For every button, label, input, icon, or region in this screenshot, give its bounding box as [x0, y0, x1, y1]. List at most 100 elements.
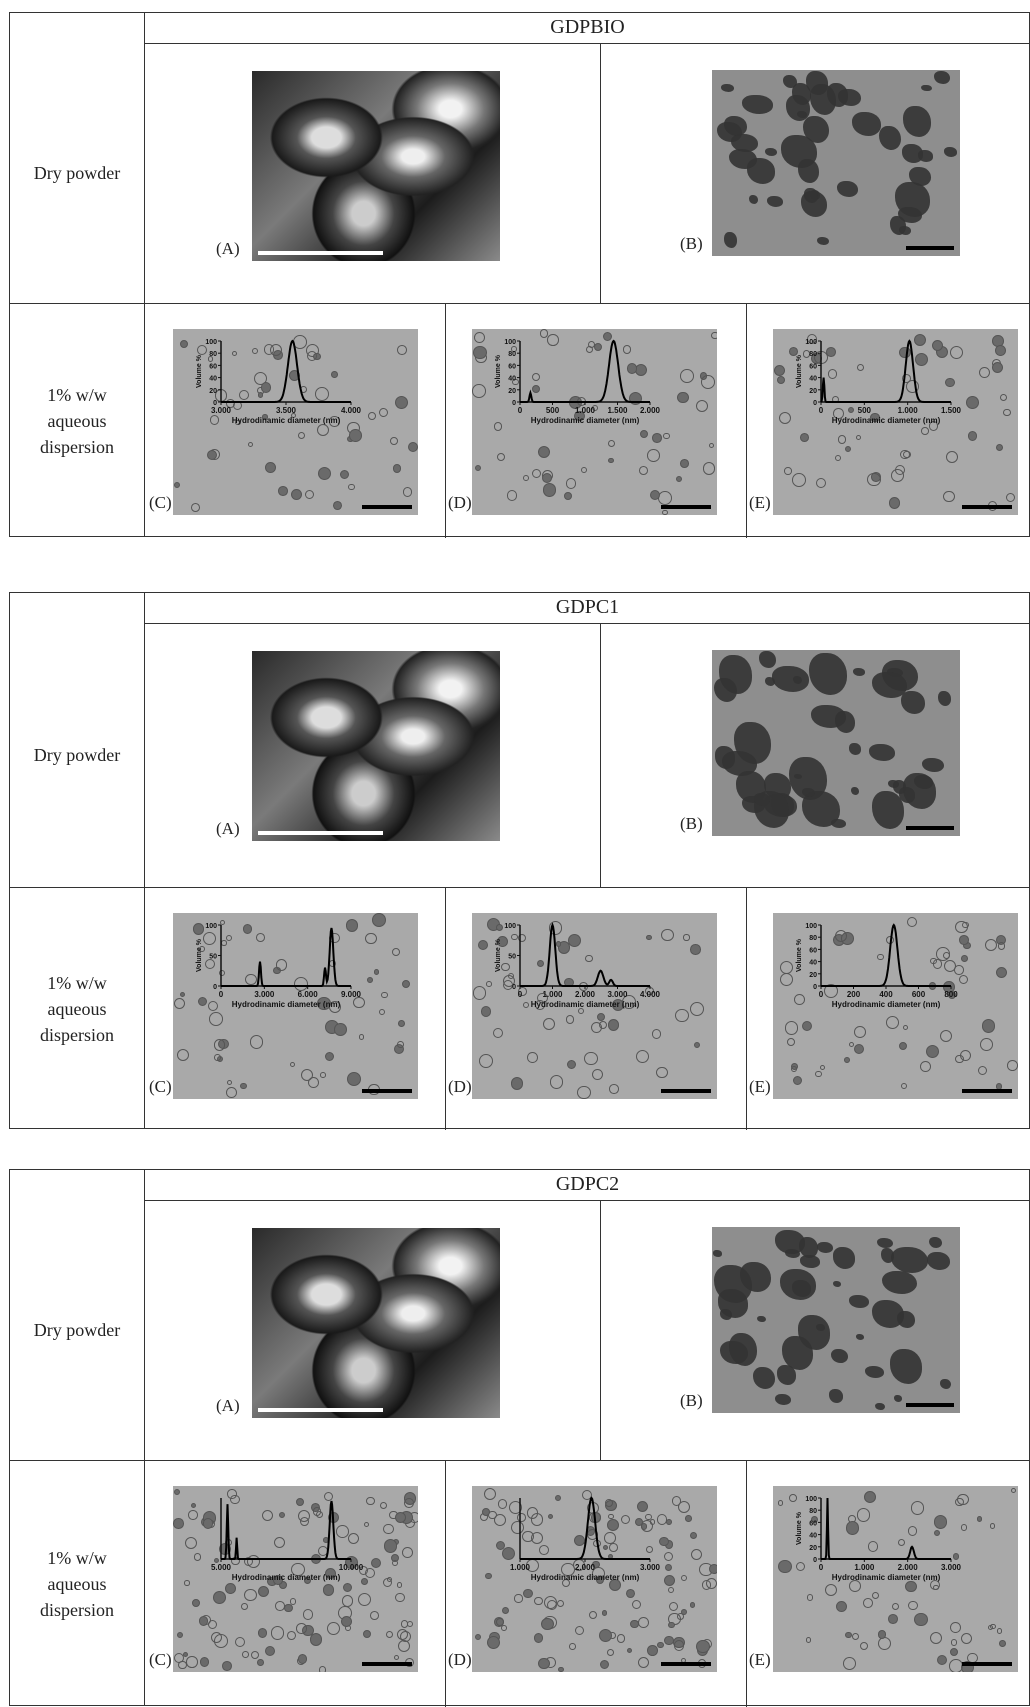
- particle: [390, 437, 398, 445]
- particle: [240, 1603, 248, 1610]
- particle: [485, 1572, 492, 1580]
- particle: [713, 1264, 752, 1304]
- particle: [325, 1051, 335, 1062]
- particle: [273, 1575, 283, 1585]
- particle: [927, 1252, 951, 1270]
- particle: [816, 478, 827, 489]
- y-tick-label: 60: [809, 363, 817, 370]
- particle: [921, 427, 929, 435]
- particle: [664, 1552, 674, 1562]
- particle: [906, 380, 920, 393]
- particle: [902, 373, 911, 383]
- particle: [261, 1509, 274, 1521]
- particle: [308, 1076, 320, 1088]
- particle: [508, 972, 515, 979]
- panel-label-a: (A): [216, 1396, 240, 1415]
- sem-image: [252, 71, 500, 261]
- particle: [265, 461, 277, 473]
- particle: [907, 1526, 918, 1537]
- particle: [206, 450, 218, 461]
- particle: [723, 115, 747, 136]
- particle: [800, 1254, 821, 1268]
- particle: [265, 1646, 276, 1657]
- particle: [255, 933, 265, 943]
- particle: [481, 1508, 490, 1517]
- particle: [245, 973, 257, 986]
- particle: [315, 387, 329, 401]
- particle: [219, 919, 225, 925]
- particle: [522, 1001, 529, 1009]
- particle: [394, 395, 408, 409]
- particle: [759, 651, 777, 669]
- particle: [844, 1057, 850, 1064]
- particle: [493, 422, 502, 431]
- y-tick-label: 0: [813, 1557, 817, 1564]
- y-tick-label: 80: [209, 351, 217, 358]
- particle: [657, 1641, 664, 1649]
- particle: [501, 1625, 508, 1632]
- particle: [606, 1648, 614, 1656]
- particle: [649, 1519, 656, 1525]
- particle: [646, 1546, 654, 1554]
- scale-bar: [258, 251, 383, 255]
- particle: [396, 1628, 409, 1641]
- particle: [192, 923, 205, 935]
- particle: [854, 1025, 866, 1038]
- panel-divider: [746, 887, 747, 1130]
- particle: [1007, 1060, 1018, 1071]
- particle: [526, 1506, 539, 1519]
- y-tick-label: 60: [809, 1520, 817, 1527]
- particle: [930, 1579, 940, 1590]
- particle: [673, 1640, 685, 1651]
- particle: [531, 372, 541, 381]
- particle: [501, 962, 511, 972]
- particle: [795, 1561, 806, 1572]
- y-tick-label: 60: [508, 363, 516, 370]
- panel-label-a: (A): [216, 239, 240, 258]
- particle: [848, 743, 862, 755]
- particle: [909, 166, 932, 186]
- particle: [235, 419, 241, 426]
- x-tick-label: 1.500: [607, 406, 628, 415]
- particle: [1005, 492, 1016, 502]
- particle: [209, 1012, 224, 1026]
- particle: [616, 1634, 625, 1643]
- particle: [296, 1622, 307, 1634]
- particle: [381, 991, 388, 998]
- particle: [567, 934, 581, 947]
- particle: [647, 449, 660, 462]
- particle: [257, 1659, 265, 1666]
- x-axis-label: Hydrodinamic diameter (nm): [832, 1000, 941, 1009]
- particle: [608, 457, 614, 464]
- optical-micrograph: [712, 1227, 960, 1413]
- particle: [278, 1511, 286, 1518]
- panel-divider: [746, 1460, 747, 1707]
- particle: [832, 1247, 856, 1269]
- particle: [608, 1514, 614, 1520]
- x-tick-label: 800: [944, 990, 958, 999]
- particle: [221, 1660, 232, 1671]
- x-tick-label: 4.000: [640, 990, 661, 999]
- particle: [495, 923, 504, 931]
- particle: [908, 1600, 918, 1610]
- panel-label-d: (D): [448, 493, 472, 512]
- particle: [792, 1075, 802, 1086]
- row-label-aqueous-dispersion: 1% w/w aqueous dispersion: [10, 303, 144, 538]
- particle: [802, 1021, 813, 1032]
- particle: [298, 431, 306, 440]
- panel-label-c: (C): [149, 493, 172, 512]
- particle: [877, 953, 884, 960]
- particle: [806, 333, 818, 345]
- panel-label-e: (E): [749, 493, 771, 512]
- x-tick-label: 1.500: [941, 406, 962, 415]
- particle: [299, 1516, 309, 1526]
- y-tick-label: 0: [213, 400, 217, 407]
- particle: [864, 1490, 876, 1503]
- particle: [850, 786, 859, 795]
- particle: [210, 415, 220, 425]
- particle: [872, 1591, 880, 1600]
- particle: [373, 969, 380, 975]
- particle: [568, 1643, 576, 1650]
- particle: [854, 1043, 865, 1054]
